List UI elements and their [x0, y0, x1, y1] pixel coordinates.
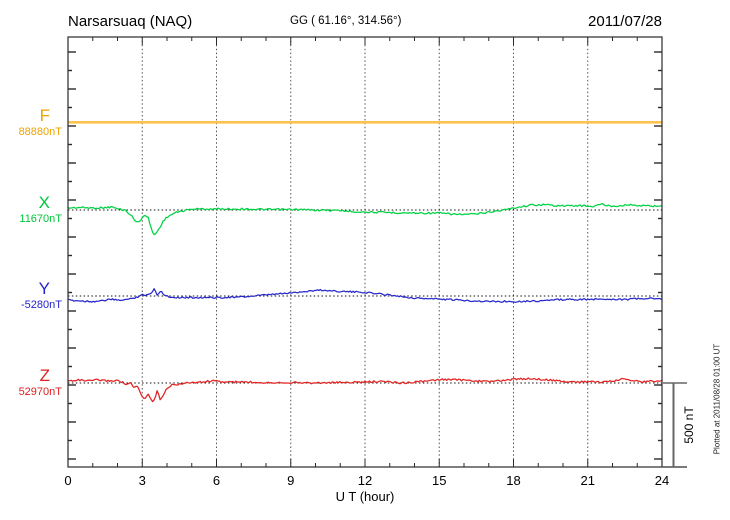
- channel-baseline-value-Y: -5280nT: [21, 299, 62, 311]
- scale-bar-label: 500 nT: [682, 406, 696, 444]
- channel-label-X: X 11670nT: [2, 194, 62, 225]
- x-tick-label-0: 0: [64, 473, 72, 488]
- trace-Z: [67, 377, 663, 403]
- x-tick-label-6: 6: [212, 473, 221, 488]
- geographic-coordinates: GG ( 61.16°, 314.56°): [290, 15, 402, 27]
- trace-Y: [67, 288, 663, 303]
- x-tick-label-24: 24: [654, 473, 670, 488]
- channel-label-F: F 88880nT: [2, 107, 62, 138]
- channel-baseline-value-Z: 52970nT: [18, 386, 62, 398]
- x-tick-label-9: 9: [287, 473, 295, 488]
- station-title: Narsarsuaq (NAQ): [68, 13, 193, 30]
- channel-label-Z: Z 52970nT: [2, 367, 62, 398]
- x-tick-label-12: 12: [357, 473, 373, 488]
- channel-letter-Z: Z: [39, 366, 50, 385]
- plot-date: 2011/07/28: [588, 13, 662, 30]
- channel-baseline-value-X: 11670nT: [19, 213, 62, 225]
- x-axis-label: U T (hour): [335, 489, 395, 504]
- x-tick-label-15: 15: [432, 473, 447, 488]
- channel-letter-X: X: [38, 193, 50, 212]
- channel-label-Y: Y -5280nT: [2, 280, 62, 311]
- x-tick-label-18: 18: [506, 473, 521, 488]
- x-tick-label-3: 3: [138, 473, 146, 488]
- channel-letter-F: F: [39, 106, 50, 125]
- channel-baseline-value-F: 88880nT: [18, 126, 62, 138]
- x-tick-label-21: 21: [580, 473, 595, 488]
- channel-letter-Y: Y: [38, 279, 50, 298]
- trace-X: [67, 202, 663, 236]
- plotted-at-watermark: Plotted at 2011/08/28 01:00 UT: [712, 343, 722, 455]
